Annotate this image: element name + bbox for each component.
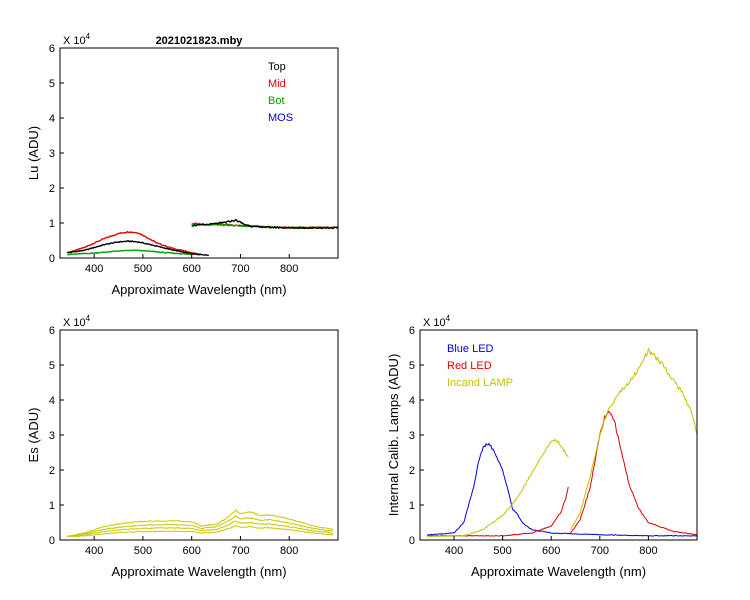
- y-tick-label: 4: [49, 395, 55, 407]
- x-tick-label: 500: [493, 545, 511, 557]
- x-tick-label: 800: [280, 545, 298, 557]
- legend-entry-top: Top: [268, 61, 286, 73]
- series-line-es-2: [67, 515, 334, 538]
- y-tick-label: 2: [49, 465, 55, 477]
- exponent-label: X 104: [63, 32, 91, 47]
- y-tick-label: 5: [409, 360, 415, 372]
- x-tick-label: 400: [85, 263, 103, 275]
- series-line-es-3: [67, 520, 334, 538]
- y-tick-label: 0: [409, 535, 415, 547]
- y-tick-label: 6: [49, 325, 55, 337]
- y-tick-label: 5: [49, 78, 55, 90]
- x-tick-label: 800: [639, 545, 657, 557]
- y-tick-label: 2: [409, 465, 415, 477]
- y-tick-label: 4: [409, 395, 415, 407]
- x-tick-label: 400: [85, 545, 103, 557]
- y-tick-label: 6: [409, 325, 415, 337]
- legend-entry-red-led: Red LED: [447, 360, 492, 372]
- series-line-blue-led: [427, 442, 697, 537]
- series-line-top: [66, 240, 209, 256]
- y-tick-label: 1: [49, 500, 55, 512]
- chart-title: 2021021823.mby: [156, 35, 244, 47]
- legend-entry-blue-led: Blue LED: [447, 343, 494, 355]
- y-axis-label: Es (ADU): [26, 408, 41, 463]
- series-line-incand-lamp: [427, 438, 569, 538]
- plot-frame: [59, 329, 339, 541]
- plot-frame: [59, 47, 339, 259]
- x-axis-label: Approximate Wavelength (nm): [111, 564, 286, 579]
- y-tick-label: 4: [49, 113, 55, 125]
- x-axis-label: Approximate Wavelength (nm): [111, 282, 286, 297]
- y-tick-label: 1: [409, 500, 415, 512]
- series-line-red-led: [570, 410, 697, 536]
- x-tick-label: 700: [231, 263, 249, 275]
- legend-entry-mid: Mid: [268, 78, 286, 90]
- legend-entry-mos: MOS: [268, 112, 293, 124]
- x-tick-label: 800: [280, 263, 298, 275]
- y-tick-label: 3: [409, 430, 415, 442]
- series-line-top: [191, 218, 338, 230]
- chart-lu: 400 500 600 700 800 0 1 2 3 4 5 6 X 104 2021021823.mb…: [26, 32, 339, 297]
- legend-entry-incand-lamp: Incand LAMP: [447, 377, 513, 389]
- y-tick-label: 1: [49, 218, 55, 230]
- x-tick-label: 700: [591, 545, 609, 557]
- series-line-es-1: [67, 509, 334, 537]
- series-line-es-4: [67, 525, 334, 538]
- x-tick-label: 700: [231, 545, 249, 557]
- chart-es: 400 500 600 700 800 0 1 2 3 4 5 6 X 104 Approximate W…: [26, 314, 339, 579]
- x-tick-label: 500: [134, 545, 152, 557]
- y-axis-label: Internal Calib. Lamps (ADU): [386, 354, 401, 517]
- y-tick-label: 6: [49, 43, 55, 55]
- x-tick-label: 600: [183, 263, 201, 275]
- y-tick-label: 5: [49, 360, 55, 372]
- series-line-incand-lamp: [570, 347, 697, 530]
- legend-entry-bot: Bot: [268, 95, 285, 107]
- chart-lamps: 400 500 600 700 800 0 1 2 3 4 5 6 X 104 Approximate W…: [386, 314, 698, 579]
- y-tick-label: 2: [49, 183, 55, 195]
- x-tick-label: 400: [445, 545, 463, 557]
- series-line-mid: [66, 230, 202, 256]
- x-axis-label: Approximate Wavelength (nm): [471, 564, 646, 579]
- series-line-red-led: [427, 486, 569, 537]
- y-axis-label: Lu (ADU): [26, 126, 41, 180]
- x-tick-label: 600: [542, 545, 560, 557]
- x-tick-label: 600: [183, 545, 201, 557]
- y-tick-label: 3: [49, 430, 55, 442]
- exponent-label: X 104: [423, 314, 451, 329]
- y-tick-label: 0: [49, 535, 55, 547]
- y-tick-label: 0: [49, 253, 55, 265]
- y-tick-label: 3: [49, 148, 55, 160]
- x-tick-label: 500: [134, 263, 152, 275]
- exponent-label: X 104: [63, 314, 91, 329]
- series-line-bot: [67, 249, 192, 256]
